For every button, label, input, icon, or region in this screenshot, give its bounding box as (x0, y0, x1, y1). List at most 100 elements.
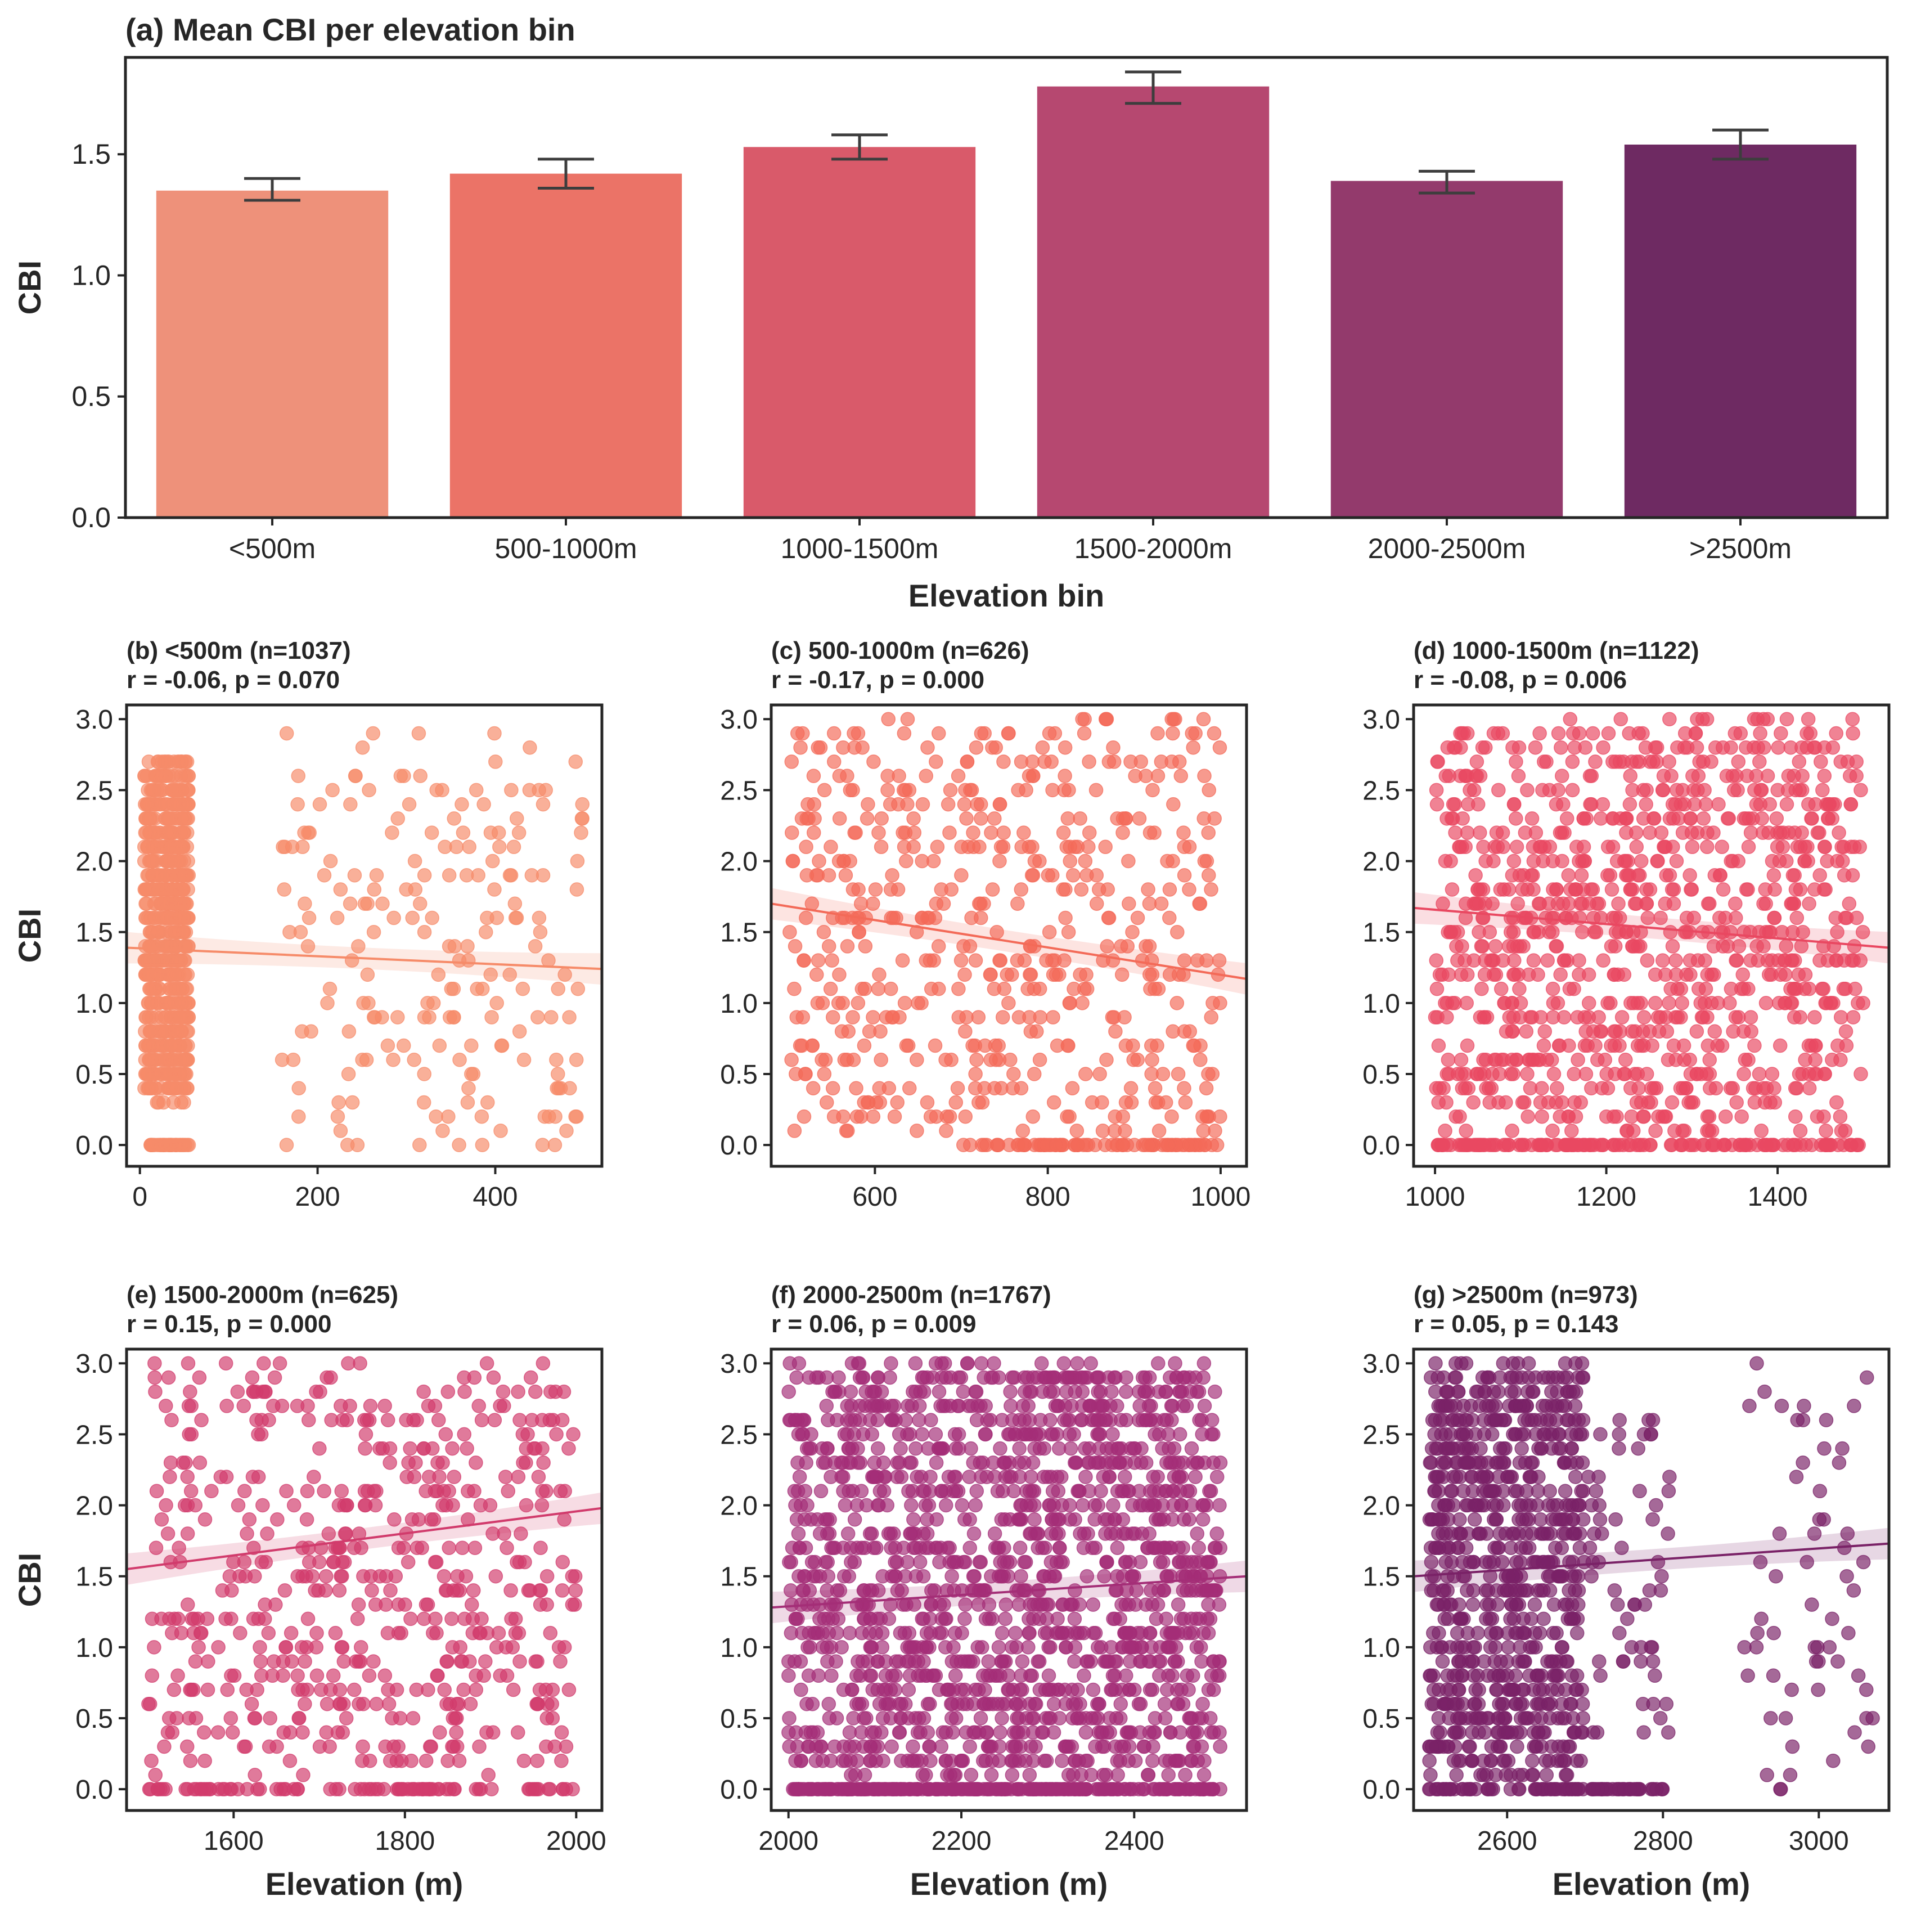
data-point (1629, 839, 1644, 855)
data-point (191, 1640, 206, 1655)
data-point (1801, 1038, 1816, 1053)
data-point (294, 1640, 309, 1655)
plot-area (127, 726, 602, 1152)
data-point (335, 1569, 349, 1584)
panel-d-scatter: (d) 1000-1500m (n=1122)r = -0.08, p = 0.… (1362, 637, 1891, 1212)
data-point (1802, 1067, 1816, 1081)
data-point (326, 1554, 341, 1570)
data-point (1171, 1067, 1186, 1081)
data-point (875, 1625, 890, 1641)
data-point (485, 853, 500, 869)
data-point (251, 1470, 266, 1484)
data-point (535, 1138, 550, 1152)
data-point (172, 1540, 186, 1555)
data-point (1537, 1024, 1553, 1039)
data-point (1636, 1109, 1650, 1124)
data-point (1728, 1010, 1743, 1025)
data-point (1621, 1138, 1636, 1152)
data-point (520, 1427, 535, 1442)
data-point (1552, 1038, 1567, 1053)
data-point (972, 1554, 987, 1570)
data-point (1049, 1138, 1063, 1152)
data-point (906, 811, 921, 826)
data-point (821, 939, 836, 954)
data-point (845, 783, 860, 798)
data-point (323, 853, 338, 869)
data-point (943, 783, 958, 798)
data-point (1595, 1081, 1609, 1095)
data-point (1772, 1038, 1788, 1053)
x-tick-label: 0 (132, 1182, 147, 1212)
data-point (452, 1138, 466, 1152)
data-point (1177, 1081, 1191, 1095)
data-point (1643, 1138, 1658, 1152)
data-point (1043, 1427, 1059, 1442)
data-point (268, 1597, 283, 1612)
data-point (870, 1441, 885, 1456)
data-point (474, 1413, 489, 1427)
data-point (1690, 953, 1706, 968)
data-point (1056, 1356, 1072, 1371)
data-point (431, 1413, 446, 1427)
data-point (995, 1625, 1010, 1641)
data-point (1145, 1753, 1160, 1768)
data-point (901, 1399, 915, 1413)
data-point (899, 853, 914, 869)
y-tick-label: 3.0 (720, 705, 758, 735)
data-point (1531, 967, 1545, 982)
data-point (1513, 996, 1528, 1010)
data-point (915, 853, 929, 869)
data-point (1169, 1370, 1184, 1385)
data-point (320, 996, 335, 1010)
panel-subtitle: r = 0.06, p = 0.009 (771, 1310, 976, 1338)
data-point (416, 1441, 431, 1456)
data-point (1785, 868, 1801, 883)
data-point (1752, 754, 1767, 769)
data-point (333, 1697, 348, 1711)
data-point (1572, 967, 1586, 982)
data-point (1495, 825, 1510, 840)
data-point (1018, 1554, 1033, 1570)
data-point (426, 1512, 442, 1527)
data-point (501, 1484, 515, 1499)
data-point (873, 1024, 888, 1039)
data-point (233, 1625, 248, 1641)
data-point (892, 769, 906, 783)
data-point (253, 1654, 268, 1669)
data-point (1474, 981, 1489, 996)
data-point (871, 1498, 886, 1513)
data-point (1438, 1124, 1452, 1138)
data-point (428, 1611, 443, 1627)
data-point (1520, 1067, 1535, 1081)
data-point (788, 939, 803, 954)
data-point (553, 1654, 568, 1669)
data-point (912, 1540, 928, 1555)
data-point (1443, 853, 1458, 869)
data-point (177, 1081, 191, 1095)
data-point (1200, 1583, 1214, 1598)
data-point (549, 1053, 564, 1067)
point-group (782, 712, 1227, 1152)
data-point (511, 1384, 525, 1399)
data-point (326, 1668, 341, 1683)
data-point (1564, 1124, 1579, 1138)
data-point (1855, 924, 1870, 940)
data-point (987, 811, 1002, 826)
data-point (355, 740, 370, 755)
data-point (1115, 1109, 1131, 1124)
data-point (1608, 939, 1623, 954)
data-point (442, 1782, 457, 1796)
data-point (1212, 1668, 1227, 1683)
data-point (351, 939, 366, 954)
data-point (883, 1526, 898, 1541)
data-point (539, 1569, 555, 1584)
data-point (1025, 1455, 1041, 1470)
panel-title: (c) 500-1000m (n=626) (771, 637, 1029, 664)
data-point (447, 1010, 461, 1025)
data-point (1209, 1526, 1225, 1541)
data-point (149, 1484, 164, 1499)
data-point (894, 1470, 909, 1484)
data-point (469, 1682, 483, 1697)
panel-subtitle: r = -0.17, p = 0.000 (771, 666, 984, 694)
data-point (901, 1682, 916, 1697)
